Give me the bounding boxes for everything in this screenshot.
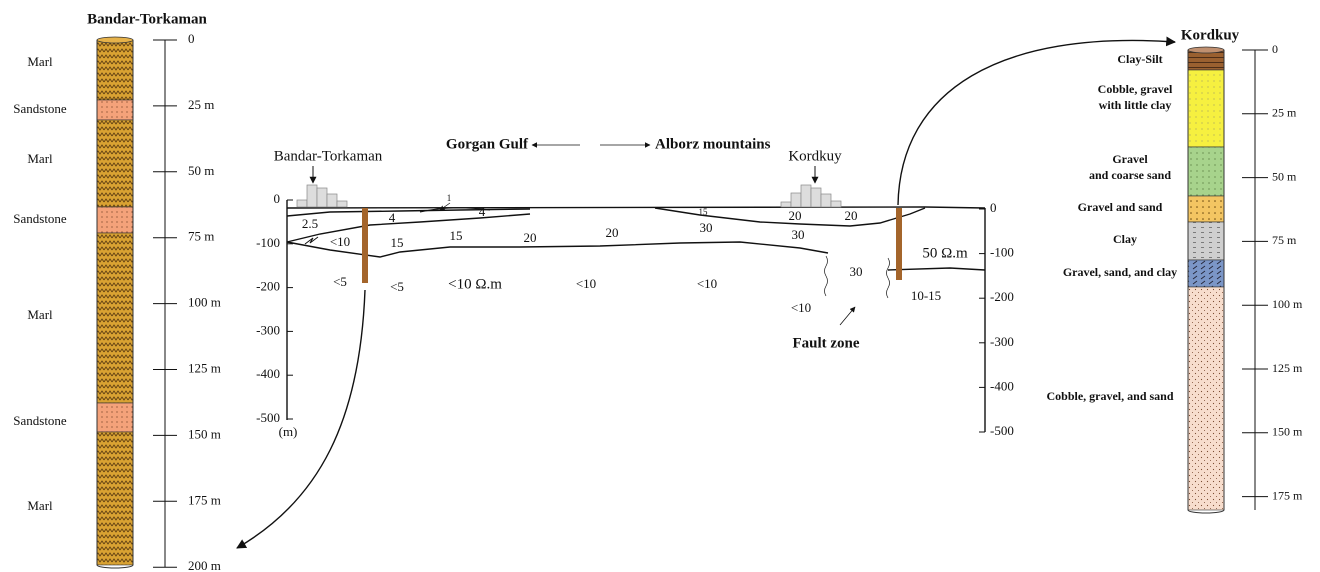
scale-label: 75 m	[1272, 233, 1297, 247]
axis-label: -100	[990, 245, 1014, 260]
layer	[97, 207, 133, 233]
resistivity-label: 10-15	[911, 288, 941, 303]
axis-label: 0	[274, 191, 281, 206]
resistivity-label: <5	[390, 279, 404, 294]
figure: Bandar-Torkaman Kordkuy Bandar-Torkaman …	[0, 0, 1320, 572]
layer	[97, 432, 133, 565]
layer-label: Sandstone	[13, 101, 67, 116]
scale-label: 150 m	[1272, 425, 1303, 439]
direction-label: Gorgan Gulf	[446, 136, 529, 152]
axis-label: -200	[256, 279, 280, 294]
section	[237, 40, 1175, 548]
layer-label: Sandstone	[13, 211, 67, 226]
log-cap	[1188, 47, 1224, 53]
scale-label: 0	[1272, 42, 1278, 56]
resistivity-label: <10	[576, 276, 596, 291]
scale-label: 150 m	[188, 426, 221, 441]
layer	[1188, 70, 1224, 147]
resistivity-label: 20	[789, 208, 802, 223]
resistivity-label: <10	[330, 234, 350, 249]
layer-label: Marl	[27, 54, 53, 69]
log-title: Bandar-Torkaman	[87, 11, 207, 27]
resistivity-label: <10 Ω.m	[448, 276, 502, 292]
resistivity-label: <5	[333, 274, 347, 289]
axis-label: -500	[256, 410, 280, 425]
layer-label: Gravel	[1112, 152, 1148, 166]
resistivity-label: 15	[699, 207, 709, 217]
resistivity-label: <10	[791, 300, 811, 315]
resistivity-label: 15	[450, 228, 463, 243]
layer-label: Gravel, sand, and clay	[1063, 265, 1177, 279]
layer	[97, 40, 133, 100]
layer	[97, 100, 133, 120]
axis-label: -500	[990, 423, 1014, 438]
scale-label: 200 m	[188, 558, 221, 572]
scale-label: 125 m	[188, 360, 221, 375]
scale-label: 175 m	[1272, 488, 1303, 502]
borehole	[896, 208, 902, 280]
layer-label: Clay	[1113, 232, 1137, 246]
layer-label: Cobble, gravel	[1098, 82, 1173, 96]
axis-label: -100	[256, 235, 280, 250]
layer	[97, 403, 133, 432]
layer	[97, 233, 133, 403]
axis-label: -200	[990, 289, 1014, 304]
scale-label: 75 m	[188, 229, 214, 244]
resistivity-label: 20	[606, 225, 619, 240]
layer	[1188, 287, 1224, 510]
log-cap	[97, 37, 133, 43]
layer-label: Sandstone	[13, 413, 67, 428]
layer-label: Clay-Silt	[1117, 52, 1162, 66]
borehole	[362, 208, 368, 283]
depth-unit: (m)	[279, 424, 298, 439]
layer-label: and coarse sand	[1089, 168, 1171, 182]
axis-label: -400	[990, 378, 1014, 393]
resistivity-label: 20	[845, 208, 858, 223]
log-title: Kordkuy	[1181, 27, 1240, 43]
layer-label: Gravel and sand	[1078, 200, 1163, 214]
scale-label: 25 m	[188, 97, 214, 112]
resistivity-label: 2.5	[302, 216, 318, 231]
scale-label: 50 m	[1272, 169, 1297, 183]
layer-label: Cobble, gravel, and sand	[1046, 389, 1173, 403]
scale-label: 100 m	[1272, 297, 1303, 311]
axis-label: -300	[990, 334, 1014, 349]
scale-label: 0	[188, 31, 195, 46]
resistivity-label: 15	[391, 235, 404, 250]
layer	[1188, 260, 1224, 287]
resistivity-label: 30	[792, 227, 805, 242]
axis-label: -400	[256, 366, 280, 381]
resistivity-label: 4	[479, 204, 486, 219]
resistivity-label: <10	[697, 276, 717, 291]
layer-label: Marl	[27, 498, 53, 513]
scale-label: 175 m	[188, 492, 221, 507]
resistivity-label: 50 Ω.m	[922, 245, 968, 261]
scale-label: 125 m	[1272, 361, 1303, 375]
layer	[1188, 147, 1224, 196]
site-label: Bandar-Torkaman	[274, 148, 383, 164]
resistivity-label: 4	[389, 210, 396, 225]
resistivity-label: 20	[524, 230, 537, 245]
scale-label: 25 m	[1272, 106, 1297, 120]
scale-label: 50 m	[188, 163, 214, 178]
layer	[1188, 196, 1224, 222]
layer-label: Marl	[27, 307, 53, 322]
axis-label: 0	[990, 200, 997, 215]
histograms	[297, 185, 841, 207]
resistivity-label: 30	[700, 220, 713, 235]
layer-label: Marl	[27, 151, 53, 166]
axis-label: -300	[256, 322, 280, 337]
site-label: Kordkuy	[788, 148, 842, 164]
layer	[1188, 222, 1224, 260]
direction-label: Alborz mountains	[655, 136, 771, 152]
resistivity-label: 1	[447, 193, 452, 203]
layer-label: with little clay	[1099, 98, 1172, 112]
fault-label: Fault zone	[792, 335, 859, 351]
scale-label: 100 m	[188, 295, 221, 310]
layer	[97, 120, 133, 207]
resistivity-label: 30	[850, 264, 863, 279]
